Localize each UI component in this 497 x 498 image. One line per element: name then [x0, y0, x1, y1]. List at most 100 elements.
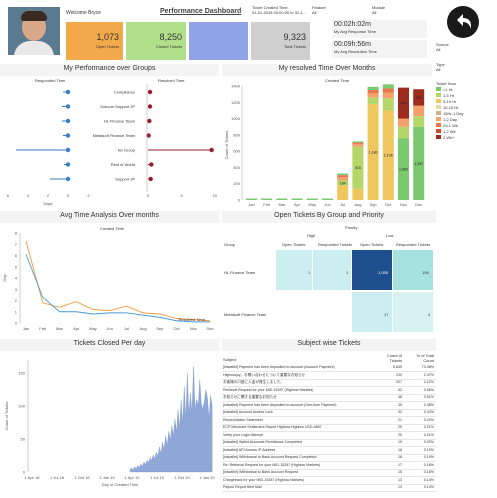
resolved-segment: [352, 144, 364, 147]
legend-item[interactable]: 1-2 Wk: [436, 129, 494, 135]
count-cell: 17: [398, 462, 402, 467]
pct-cell: 0.14%: [423, 485, 434, 489]
table-row[interactable]: [lotwallet] Withdrawal to Bank Account R…: [222, 468, 436, 478]
resolved-segment: [382, 110, 394, 200]
table-row[interactable]: [lotwallet] API Access IP Address 18 0.19%: [222, 446, 436, 455]
subject-panel-title: Subject wise Tickets: [297, 340, 361, 347]
resolved-y-tick: 400: [233, 165, 240, 170]
cell-hl-low-resp[interactable]: [393, 250, 433, 290]
filter-feature[interactable]: Feature All: [312, 5, 326, 15]
kpi-open-tickets[interactable]: 1,073 Open Tickets: [66, 22, 123, 60]
resolved-month: Jul: [340, 202, 345, 207]
legend-label: 10-15 Hr: [443, 105, 459, 110]
back-button[interactable]: [447, 6, 479, 38]
subject-cell: [lotwallet] Payment has been deposited t…: [223, 402, 337, 407]
subject-col-count: Count of Tickets: [386, 353, 402, 363]
kpi-closed-value: 8,250: [159, 32, 182, 42]
table-row[interactable]: [lotwallet] Payment has been deposited t…: [222, 401, 436, 410]
resolved-subtitle: Created Time: [325, 78, 350, 83]
filter-module[interactable]: Module All: [372, 5, 386, 15]
resolved-month: Oct: [385, 202, 392, 207]
legend-item[interactable]: 2 Wk+: [436, 135, 494, 141]
table-row[interactable]: [lotwallet] Payment has been deposited t…: [222, 363, 436, 373]
subject-cell: ECP Merchant Settlement Report Highlow H…: [223, 425, 322, 429]
pct-cell: 0.56%: [423, 387, 434, 392]
cell-metal-low-resp[interactable]: [393, 292, 433, 332]
avg-month: Oct: [173, 326, 180, 331]
table-row[interactable]: [lotwallet] Wallet Accounts Remittance C…: [222, 438, 436, 448]
cell-hl-high-resp[interactable]: [313, 250, 351, 290]
legend-item[interactable]: 1-5 Hr: [436, 93, 494, 99]
legend-item[interactable]: 15Hr-1 Day: [436, 111, 494, 117]
responded-dot: [65, 133, 71, 138]
table-row[interactable]: Payout Report Alert Mail 13 0.14%: [222, 483, 436, 493]
resolved-bar: [246, 198, 257, 200]
kpi-blank[interactable]: [189, 22, 248, 60]
table-row[interactable]: Reconciliation Statement 21 0.23%: [222, 416, 436, 425]
legend-swatch: [436, 135, 441, 139]
filter-created-time[interactable]: Ticket Created Time 01-01-2018 00:00:00 …: [252, 5, 307, 15]
legend-item[interactable]: 5-10 Hr: [436, 99, 494, 105]
group-label: HL Finance Team: [104, 119, 136, 124]
closed-y-tick: 0: [23, 470, 26, 475]
table-row[interactable]: [lotwallet] Withdrawal to Bank Account R…: [222, 453, 436, 463]
table-row[interactable]: [lotwallet] Account Access Lock 32 0.34%: [222, 408, 436, 418]
table-row[interactable]: Verify your Login Attempt 20 0.21%: [222, 431, 436, 440]
count-cell: 6,849: [393, 365, 402, 369]
resolved-month: Aug: [354, 202, 361, 207]
avg-month: Jan: [23, 326, 29, 331]
table-row[interactable]: Chargeback for your MID-15287 (Highlow M…: [222, 476, 436, 485]
resolved-dot: [209, 147, 214, 153]
pct-cell: 0.19%: [423, 447, 434, 452]
resolved-ylabel: Count of Tickets: [224, 131, 229, 160]
table-row[interactable]: お客様の口座に入金が発生しました。 207 2.22%: [222, 378, 436, 388]
responded-dot: [65, 104, 71, 109]
resolved-dot: [148, 176, 153, 182]
kpi-total-value: 9,323: [283, 32, 306, 42]
kpi-closed-tickets[interactable]: 8,250 Closed Tickets: [126, 22, 186, 60]
closed-x-tick: 1 Jul 18: [50, 475, 65, 480]
legend-swatch: [436, 87, 441, 91]
table-row[interactable]: お知らせに関する重要なお知らせ 48 0.51%: [222, 393, 436, 403]
legend-item[interactable]: 1-2 Day: [436, 117, 494, 123]
resolved-month: Mar: [278, 202, 286, 207]
filter-source[interactable]: Source All: [436, 42, 449, 52]
resolved-data-label: 294: [416, 96, 422, 100]
resolved-y-tick: 1400: [231, 84, 241, 89]
pct-cell: 0.16%: [423, 470, 434, 474]
filter-type[interactable]: Type All: [436, 62, 445, 72]
subject-cell: お客様の口座に入金が発生しました。: [223, 380, 285, 384]
table-row[interactable]: Highcusjoy、お問い合わせについて重要なお知らせ 230 2.47%: [222, 371, 436, 380]
resolved-data-label: 449: [401, 102, 407, 106]
table-row[interactable]: Re: Retrieval Request for your MID-15287…: [222, 461, 436, 470]
pct-cell: 73.46%: [421, 365, 434, 369]
responded-dot: [65, 147, 71, 153]
cell-hl-high-open[interactable]: [276, 250, 312, 290]
avg-month: Jul: [124, 326, 129, 331]
cell-hl-low-open[interactable]: [352, 250, 392, 290]
open-panel-header: [222, 211, 436, 223]
table-row[interactable]: Retrieval Request for your MID-15287 (Hi…: [222, 386, 436, 395]
legend-item[interactable]: 2d-1 Wk: [436, 123, 494, 129]
count-cell: 230: [396, 372, 402, 377]
resolved-month: Sep: [370, 202, 378, 207]
subject-col-pct: % of Total Count: [416, 353, 435, 363]
resolved-segment: [337, 177, 349, 181]
kpi-total-tickets[interactable]: 9,323 Total Tickets: [251, 22, 310, 60]
cell-metal-low-open[interactable]: [352, 292, 392, 332]
legend-label: 1-2 Wk: [443, 129, 456, 134]
resolved-segment: [413, 89, 425, 106]
legend-item[interactable]: 10-15 Hr: [436, 105, 494, 111]
resolved-y-tick: 1000: [231, 116, 241, 121]
table-row[interactable]: ECP Merchant Settlement Report Highlow H…: [222, 423, 436, 433]
resolved-segment: [352, 188, 364, 200]
legend-swatch: [436, 105, 441, 109]
responded-line: [25, 254, 210, 323]
subject-cell: Reconciliation Statement: [223, 417, 263, 422]
avg-response-time: 00:02h:02m My Avg Response Time: [332, 20, 427, 38]
resolved-bar: [276, 198, 288, 200]
legend-item[interactable]: <1 Hr: [436, 87, 494, 93]
resolved-month: Apr: [294, 202, 301, 207]
subject-cell: Highcusjoy、お問い合わせについて重要なお知らせ: [223, 372, 306, 377]
groups-col-resolved: Resolved Time: [158, 78, 185, 83]
